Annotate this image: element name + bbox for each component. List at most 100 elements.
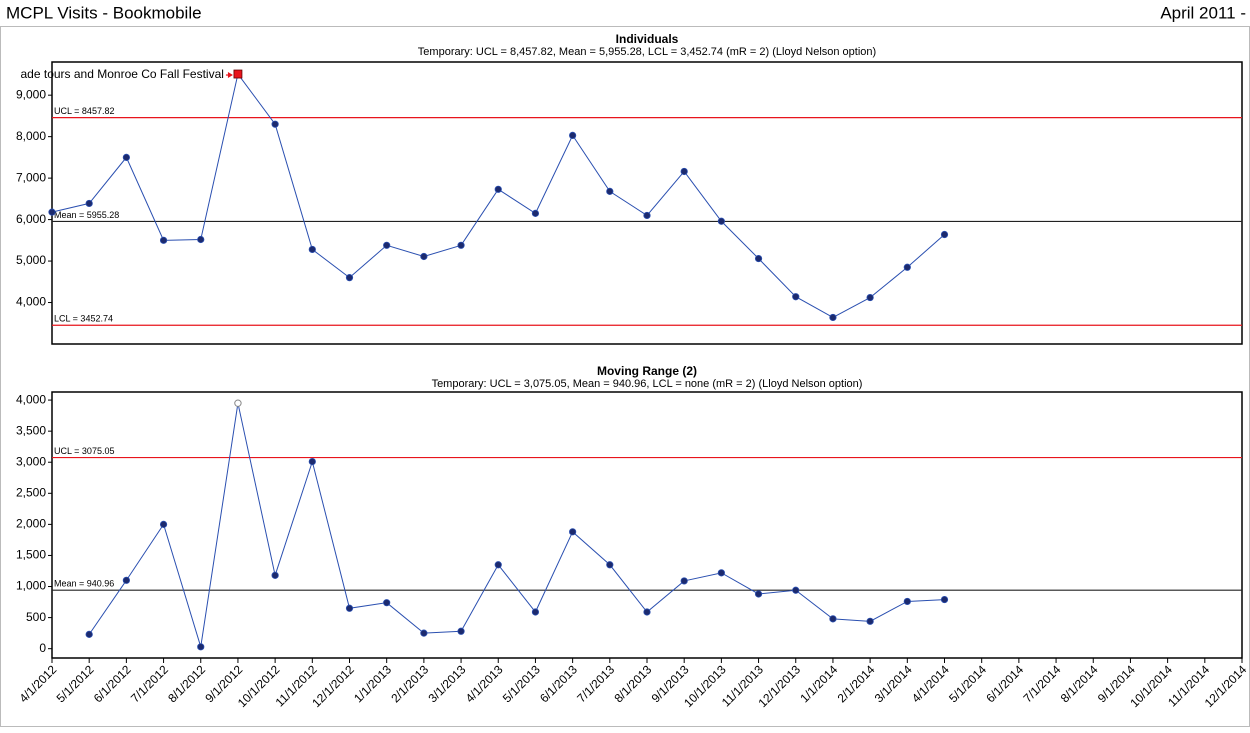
x-tick-label: 7/1/2014 — [1020, 662, 1063, 705]
x-tick-label: 3/1/2013 — [425, 662, 468, 705]
data-point — [197, 235, 205, 244]
x-tick-label: 1/1/2013 — [351, 662, 394, 705]
data-point — [643, 211, 651, 220]
x-tick-label: 5/1/2014 — [946, 662, 989, 705]
data-point — [792, 586, 800, 594]
data-point — [792, 293, 800, 301]
y-tick-label: 2,000 — [16, 517, 46, 531]
y-tick-label: 3,000 — [16, 454, 46, 468]
data-point — [457, 627, 465, 635]
y-tick-label: 0 — [39, 641, 46, 655]
y-tick-label: 9,000 — [16, 87, 46, 101]
control-line-label: UCL = 3075.05 — [54, 446, 114, 456]
x-tick-label: 2/1/2014 — [835, 662, 878, 705]
data-point — [457, 241, 465, 249]
data-point — [271, 571, 279, 579]
series-line — [88, 403, 945, 647]
data-point — [829, 313, 837, 322]
data-point — [866, 293, 874, 302]
chart-subtitle: Temporary: UCL = 8,457.82, Mean = 5,955.… — [418, 46, 876, 58]
data-point — [940, 595, 949, 604]
data-point — [754, 590, 763, 598]
data-point — [420, 629, 428, 637]
y-tick-label: 1,500 — [16, 548, 46, 562]
annotation: ade tours and Monroe Co Fall Festival — [21, 67, 224, 81]
data-point — [85, 630, 93, 638]
x-tick-label: 5/1/2013 — [500, 662, 543, 705]
x-tick-label: 3/1/2014 — [872, 662, 915, 705]
data-point — [122, 153, 130, 161]
y-tick-label: 8,000 — [16, 129, 46, 143]
data-point — [717, 569, 725, 577]
data-point — [754, 254, 763, 263]
x-tick-label: 4/1/2013 — [463, 662, 506, 705]
x-tick-label: 1/1/2014 — [797, 662, 840, 705]
x-tick-label: 8/1/2013 — [611, 662, 654, 705]
control-line-label: Mean = 940.96 — [54, 579, 114, 589]
excluded-point — [234, 399, 242, 407]
data-point — [159, 236, 168, 244]
x-tick-label: 6/1/2014 — [983, 662, 1026, 705]
chart-subtitle: Temporary: UCL = 3,075.05, Mean = 940.96… — [432, 378, 863, 390]
data-point — [420, 252, 428, 261]
y-tick-label: 7,000 — [16, 170, 46, 184]
data-point — [717, 217, 725, 225]
data-point — [680, 577, 688, 585]
data-point — [85, 199, 93, 208]
data-point — [159, 520, 168, 528]
data-point — [940, 230, 949, 239]
data-point — [829, 615, 837, 623]
data-point — [680, 167, 688, 176]
x-tick-label: 7/1/2012 — [128, 662, 171, 705]
data-point — [345, 274, 354, 282]
control-line-label: Mean = 5955.28 — [54, 210, 119, 220]
y-tick-label: 3,500 — [16, 423, 46, 437]
data-point — [606, 561, 614, 569]
x-tick-label: 4/1/2012 — [16, 662, 59, 705]
data-point — [383, 241, 391, 249]
control-line-label: UCL = 8457.82 — [54, 106, 114, 116]
control-line-label: LCL = 3452.74 — [54, 314, 113, 324]
data-point — [122, 576, 130, 584]
y-tick-label: 5,000 — [16, 253, 46, 267]
annotation-arrowhead — [227, 72, 233, 79]
x-tick-label: 6/1/2012 — [91, 662, 134, 705]
data-point — [345, 604, 354, 612]
y-tick-label: 1,000 — [16, 579, 46, 593]
page-title: MCPL Visits - Bookmobile — [6, 3, 202, 22]
chart-title: Individuals — [616, 32, 679, 46]
chart-title: Moving Range (2) — [597, 364, 697, 378]
y-tick-label: 2,500 — [16, 485, 46, 499]
data-point — [308, 245, 316, 254]
data-point — [569, 131, 577, 140]
x-tick-label: 4/1/2014 — [909, 662, 952, 705]
data-point — [531, 209, 540, 217]
x-tick-label: 7/1/2013 — [574, 662, 617, 705]
data-point — [494, 561, 502, 569]
data-point — [903, 597, 911, 606]
data-point — [48, 208, 56, 216]
data-point — [197, 643, 205, 651]
page-period: April 2011 - — [1160, 3, 1246, 22]
y-tick-label: 6,000 — [16, 212, 46, 226]
y-tick-label: 500 — [26, 610, 46, 624]
data-point — [866, 617, 874, 625]
data-point — [271, 120, 279, 128]
data-point — [903, 263, 911, 271]
data-point — [643, 608, 651, 616]
y-tick-label: 4,000 — [16, 295, 46, 309]
x-tick-label: 8/1/2012 — [165, 662, 208, 705]
y-tick-label: 4,000 — [16, 392, 46, 406]
x-tick-label: 6/1/2013 — [537, 662, 580, 705]
plot-frame — [51, 61, 1243, 345]
x-tick-label: 8/1/2014 — [1058, 662, 1101, 705]
data-point — [569, 528, 577, 536]
data-point — [383, 599, 391, 607]
data-point — [308, 458, 316, 466]
highlight-point — [233, 69, 243, 79]
x-tick-label: 2/1/2013 — [388, 662, 431, 705]
series-line — [51, 72, 945, 319]
x-tick-label: 5/1/2012 — [54, 662, 97, 705]
